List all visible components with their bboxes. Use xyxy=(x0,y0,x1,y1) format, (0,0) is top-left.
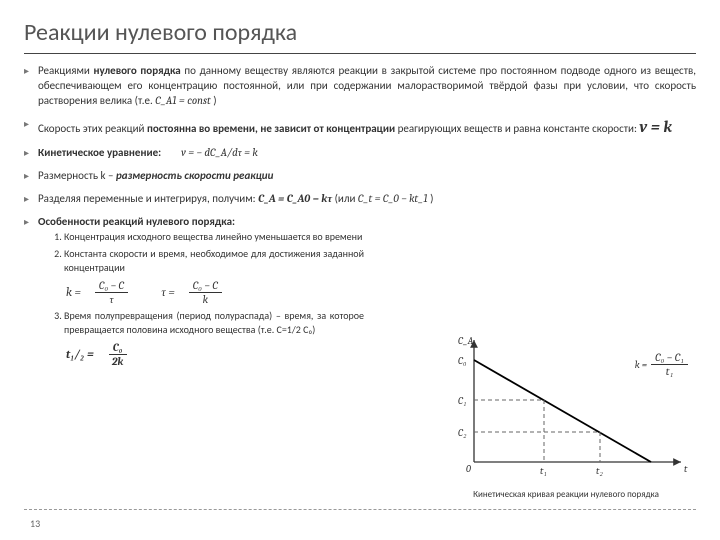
main-equation: v = k xyxy=(639,118,672,136)
svg-text:C₂: C₂ xyxy=(458,427,467,439)
svg-text:t: t xyxy=(684,463,688,475)
k-tau-formulas: k = C₀ − Cτ τ = C₀ − Ck xyxy=(66,280,696,305)
bullet-1: Реакциями нулевого порядка по данному ве… xyxy=(24,64,696,109)
svg-text:C₀: C₀ xyxy=(458,355,467,367)
bullet-4: Размерность k – размерность скорости реа… xyxy=(24,169,696,184)
page-number: 13 xyxy=(30,517,40,530)
kinetic-equation: v = − dC_A/dτ = k xyxy=(181,146,258,159)
svg-text:t₁: t₁ xyxy=(540,465,547,477)
svg-text:C_A: C_A xyxy=(458,335,474,347)
chart-formula: k = C₀ − C₁t₁ xyxy=(635,352,688,377)
svg-text:0: 0 xyxy=(466,463,471,475)
footer-divider xyxy=(24,509,696,510)
svg-text:C₁: C₁ xyxy=(458,395,466,407)
bullet-2: Скорость этих реакций постоянна во време… xyxy=(24,117,696,139)
sub-3: Время полупревращения (период полураспад… xyxy=(64,309,364,336)
bullet-3: Кинетическое уравнение: v = − dC_A/dτ = … xyxy=(24,146,696,161)
sub-1: Концентрация исходного вещества линейно … xyxy=(64,230,364,244)
sub-list: Концентрация исходного вещества линейно … xyxy=(64,230,364,275)
slide-title: Реакции нулевого порядка xyxy=(24,18,696,54)
svg-text:t₂: t₂ xyxy=(596,465,603,477)
kinetic-chart: C_A t C₀ C₁ C₂ 0 t₁ t₂ k = C₀ − C₁t₁ Кин… xyxy=(436,332,696,500)
sub-2: Константа скорости и время, необходимое … xyxy=(64,247,364,274)
bullet-5: Разделяя переменные и интегрируя, получи… xyxy=(24,192,696,207)
chart-caption: Кинетическая кривая реакции нулевого пор… xyxy=(436,489,696,500)
bullet-list: Реакциями нулевого порядка по данному ве… xyxy=(24,64,696,367)
